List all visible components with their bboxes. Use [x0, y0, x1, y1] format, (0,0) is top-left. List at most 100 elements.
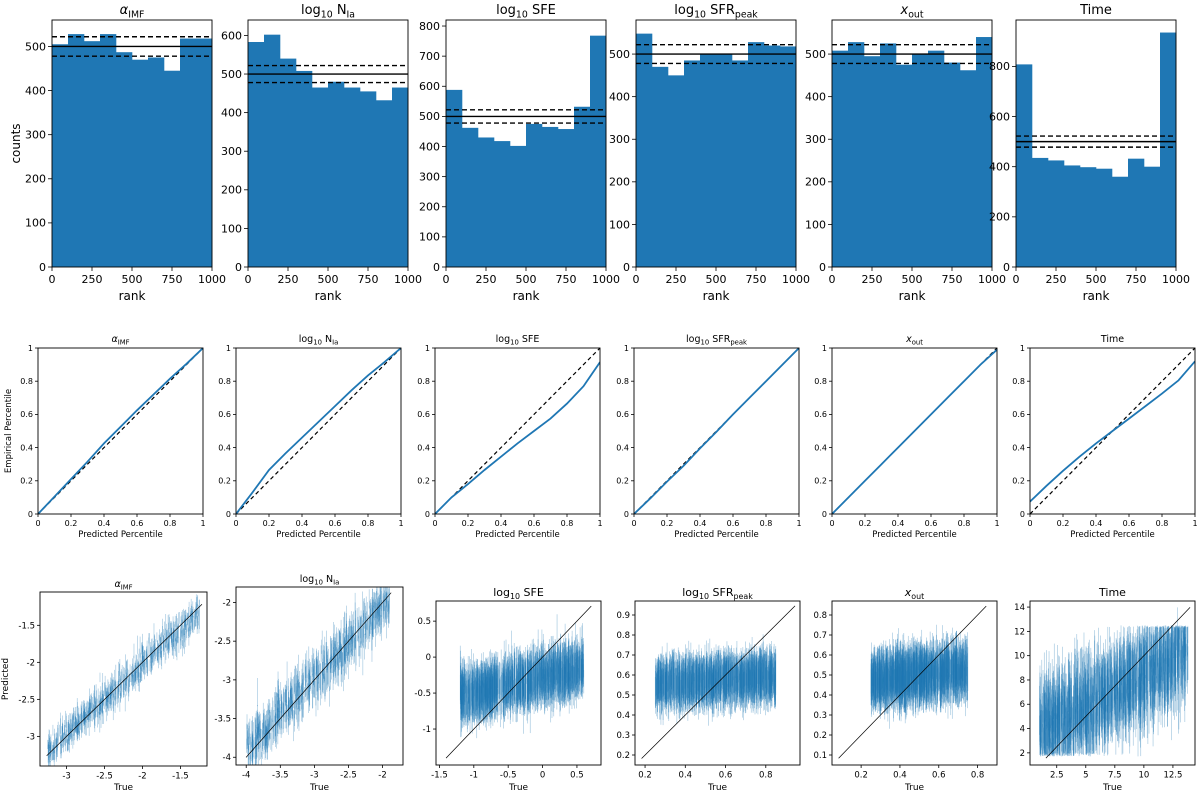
x-tick-label: 0.6 — [925, 519, 938, 528]
y-tick-label: 400 — [989, 161, 1010, 174]
y-tick-label: 500 — [419, 110, 440, 123]
x-axis-label: Predicted Percentile — [674, 530, 759, 540]
identity-line — [245, 592, 392, 758]
histogram-bar — [700, 54, 717, 267]
ideal-calibration-line — [435, 348, 600, 514]
x-tick-label: 750 — [1126, 273, 1147, 286]
rank-histogram-xout: 0 250 500 750 1000 0 100 200 300 400 500 xout rank — [805, 3, 1006, 303]
y-tick-label: 0.4 — [218, 443, 231, 452]
x-tick-label: 0 — [829, 519, 834, 528]
histogram-bar — [832, 50, 849, 268]
y-tick-label: 0.4 — [616, 443, 629, 452]
histogram-bar — [68, 34, 85, 267]
histogram-bar — [1064, 165, 1081, 267]
x-tick-label: 0.4 — [98, 519, 111, 528]
histogram-bar — [100, 34, 117, 267]
x-tick-label: 1 — [994, 519, 999, 528]
histogram-bar — [928, 50, 945, 268]
x-tick-label: 250 — [476, 273, 497, 286]
y-tick-label: 0.8 — [417, 377, 430, 386]
y-tick-label: 100 — [609, 218, 630, 231]
x-tick-label: -2.5 — [96, 772, 113, 782]
coverage-curve — [832, 349, 997, 514]
x-axis-label: Predicted Percentile — [475, 530, 560, 540]
y-tick-label: 0.6 — [417, 410, 430, 419]
x-tick-label: 0.6 — [528, 519, 541, 528]
histogram-bar — [296, 70, 313, 267]
x-tick-label: 750 — [358, 273, 379, 286]
histogram-bar — [912, 54, 929, 267]
x-axis-label: True — [309, 783, 330, 793]
histogram-bar — [116, 52, 133, 268]
x-tick-label: 0.6 — [932, 771, 946, 781]
y-tick-label: 0.6 — [616, 671, 630, 681]
histogram-bar — [574, 106, 591, 267]
x-tick-label: 0 — [540, 771, 545, 781]
x-axis-label: rank — [703, 289, 730, 303]
x-tick-label: 0.4 — [296, 519, 309, 528]
axes-frame — [247, 19, 409, 268]
panel-title: αIMF — [111, 334, 129, 347]
y-axis-label: Empirical Percentile — [4, 389, 14, 473]
y-tick-label: 0.4 — [20, 443, 33, 452]
y-tick-label: 100 — [25, 217, 46, 230]
predicted-vs-true-alpha: -3 -2.5 -2 -1.5 -3 -2.5 -2 -1.5 αIMF True Predicte… — [1, 579, 208, 793]
x-tick-label: 0.2 — [1057, 519, 1070, 528]
x-tick-label: 1 — [597, 519, 602, 528]
y-tick-label: -2.5 — [18, 695, 35, 705]
x-tick-label: 1 — [796, 519, 801, 528]
y-tick-label: 1 — [1020, 344, 1025, 353]
histogram-bar — [494, 141, 511, 267]
x-tick-label: -0.5 — [500, 771, 517, 781]
y-tick-label: 0.2 — [1012, 477, 1025, 486]
panel-title: Time — [1100, 334, 1124, 345]
y-tick-label: 700 — [419, 50, 440, 63]
histogram-bar — [1032, 157, 1049, 267]
histogram-bar — [864, 56, 881, 268]
y-tick-label: 0.2 — [814, 477, 827, 486]
y-tick-label: 0.2 — [616, 751, 630, 761]
predicted-vs-true-xout: 0.2 0.4 0.6 0.80.10.20.30.40.50.60.70.8xout… — [813, 586, 998, 793]
y-tick-label: 100 — [419, 231, 440, 244]
y-tick-label: 0 — [822, 510, 827, 519]
x-tick-label: 0.2 — [65, 519, 78, 528]
error-bar-cloud — [870, 624, 969, 729]
x-tick-label: 500 — [516, 273, 537, 286]
axes-frame — [634, 600, 801, 766]
x-tick-label: 0.8 — [971, 771, 985, 781]
y-tick-label: 0.5 — [813, 671, 827, 681]
x-tick-label: -1.5 — [431, 771, 448, 781]
x-tick-label: 0.2 — [638, 771, 652, 781]
histogram-bar — [84, 41, 101, 267]
y-tick-label: 0.2 — [218, 477, 231, 486]
y-axis-label: counts — [9, 123, 23, 163]
x-tick-label: 0 — [35, 519, 40, 528]
y-tick-label: 200 — [805, 176, 826, 189]
y-tick-label: 0 — [39, 261, 46, 274]
x-tick-label: 0.4 — [893, 771, 907, 781]
coverage-curve — [634, 348, 799, 514]
histogram-bar — [764, 45, 781, 267]
x-tick-label: 0 — [1013, 273, 1020, 286]
y-tick-label: 0.3 — [813, 711, 827, 721]
coverage-curve — [236, 348, 401, 514]
y-tick-label: 500 — [221, 68, 242, 81]
y-tick-label: 200 — [419, 201, 440, 214]
x-tick-label: 0.6 — [1123, 519, 1136, 528]
y-tick-label: 0.4 — [616, 711, 630, 721]
y-tick-label: 0 — [624, 510, 629, 519]
x-tick-label: 0.5 — [570, 771, 584, 781]
histogram-bar — [1096, 168, 1113, 267]
x-tick-label: 0.6 — [719, 771, 733, 781]
y-tick-label: 0.4 — [1012, 443, 1025, 452]
y-tick-label: -3.5 — [214, 715, 231, 725]
y-tick-label: -2 — [223, 598, 231, 608]
y-tick-label: 0.4 — [813, 691, 827, 701]
x-axis-label: Predicted Percentile — [1070, 530, 1155, 540]
x-tick-label: -2 — [138, 772, 146, 782]
histogram-bar — [1128, 158, 1145, 267]
histogram-bar — [280, 58, 297, 267]
x-tick-label: 0 — [432, 519, 437, 528]
y-tick-label: 400 — [805, 91, 826, 104]
histogram-bar — [312, 87, 329, 267]
